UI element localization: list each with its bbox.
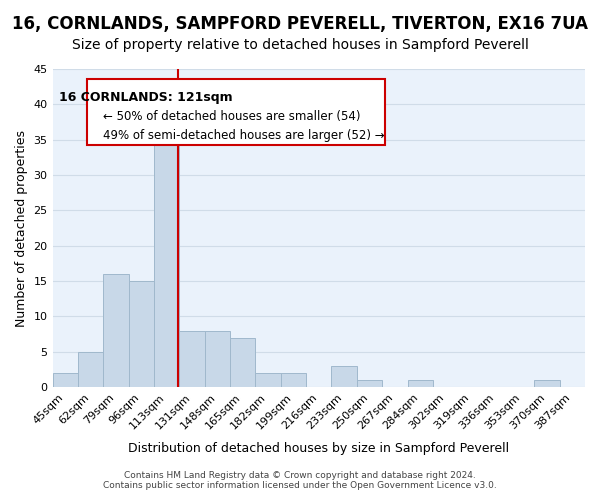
Bar (103, 274, 128, 387)
Bar (205, 330, 230, 387)
FancyBboxPatch shape (87, 78, 385, 146)
Text: Size of property relative to detached houses in Sampford Peverell: Size of property relative to detached ho… (71, 38, 529, 52)
Text: Contains HM Land Registry data © Crown copyright and database right 2024.
Contai: Contains HM Land Registry data © Crown c… (103, 470, 497, 490)
Bar (154, 126, 179, 387)
Bar (357, 380, 382, 387)
Text: 16 CORNLANDS: 121sqm: 16 CORNLANDS: 121sqm (59, 92, 233, 104)
Bar (230, 338, 256, 387)
Bar (53, 373, 78, 387)
Bar (331, 366, 357, 387)
Text: 49% of semi-detached houses are larger (52) →: 49% of semi-detached houses are larger (… (103, 130, 385, 142)
Bar (78, 352, 103, 387)
Bar (128, 281, 154, 387)
Bar (407, 380, 433, 387)
X-axis label: Distribution of detached houses by size in Sampford Peverell: Distribution of detached houses by size … (128, 442, 509, 455)
Bar (256, 373, 281, 387)
Bar (534, 380, 560, 387)
Text: 16, CORNLANDS, SAMPFORD PEVERELL, TIVERTON, EX16 7UA: 16, CORNLANDS, SAMPFORD PEVERELL, TIVERT… (12, 15, 588, 33)
Text: ← 50% of detached houses are smaller (54): ← 50% of detached houses are smaller (54… (103, 110, 361, 124)
Bar (179, 330, 205, 387)
Bar (281, 373, 306, 387)
Y-axis label: Number of detached properties: Number of detached properties (15, 130, 28, 326)
